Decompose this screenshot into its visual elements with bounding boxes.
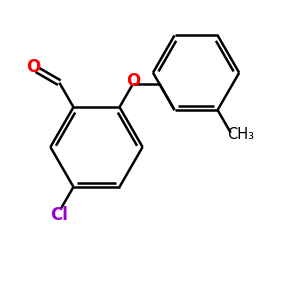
Text: O: O	[27, 58, 41, 76]
Text: O: O	[126, 72, 140, 90]
Text: CH₃: CH₃	[228, 127, 255, 142]
Text: Cl: Cl	[50, 206, 68, 224]
